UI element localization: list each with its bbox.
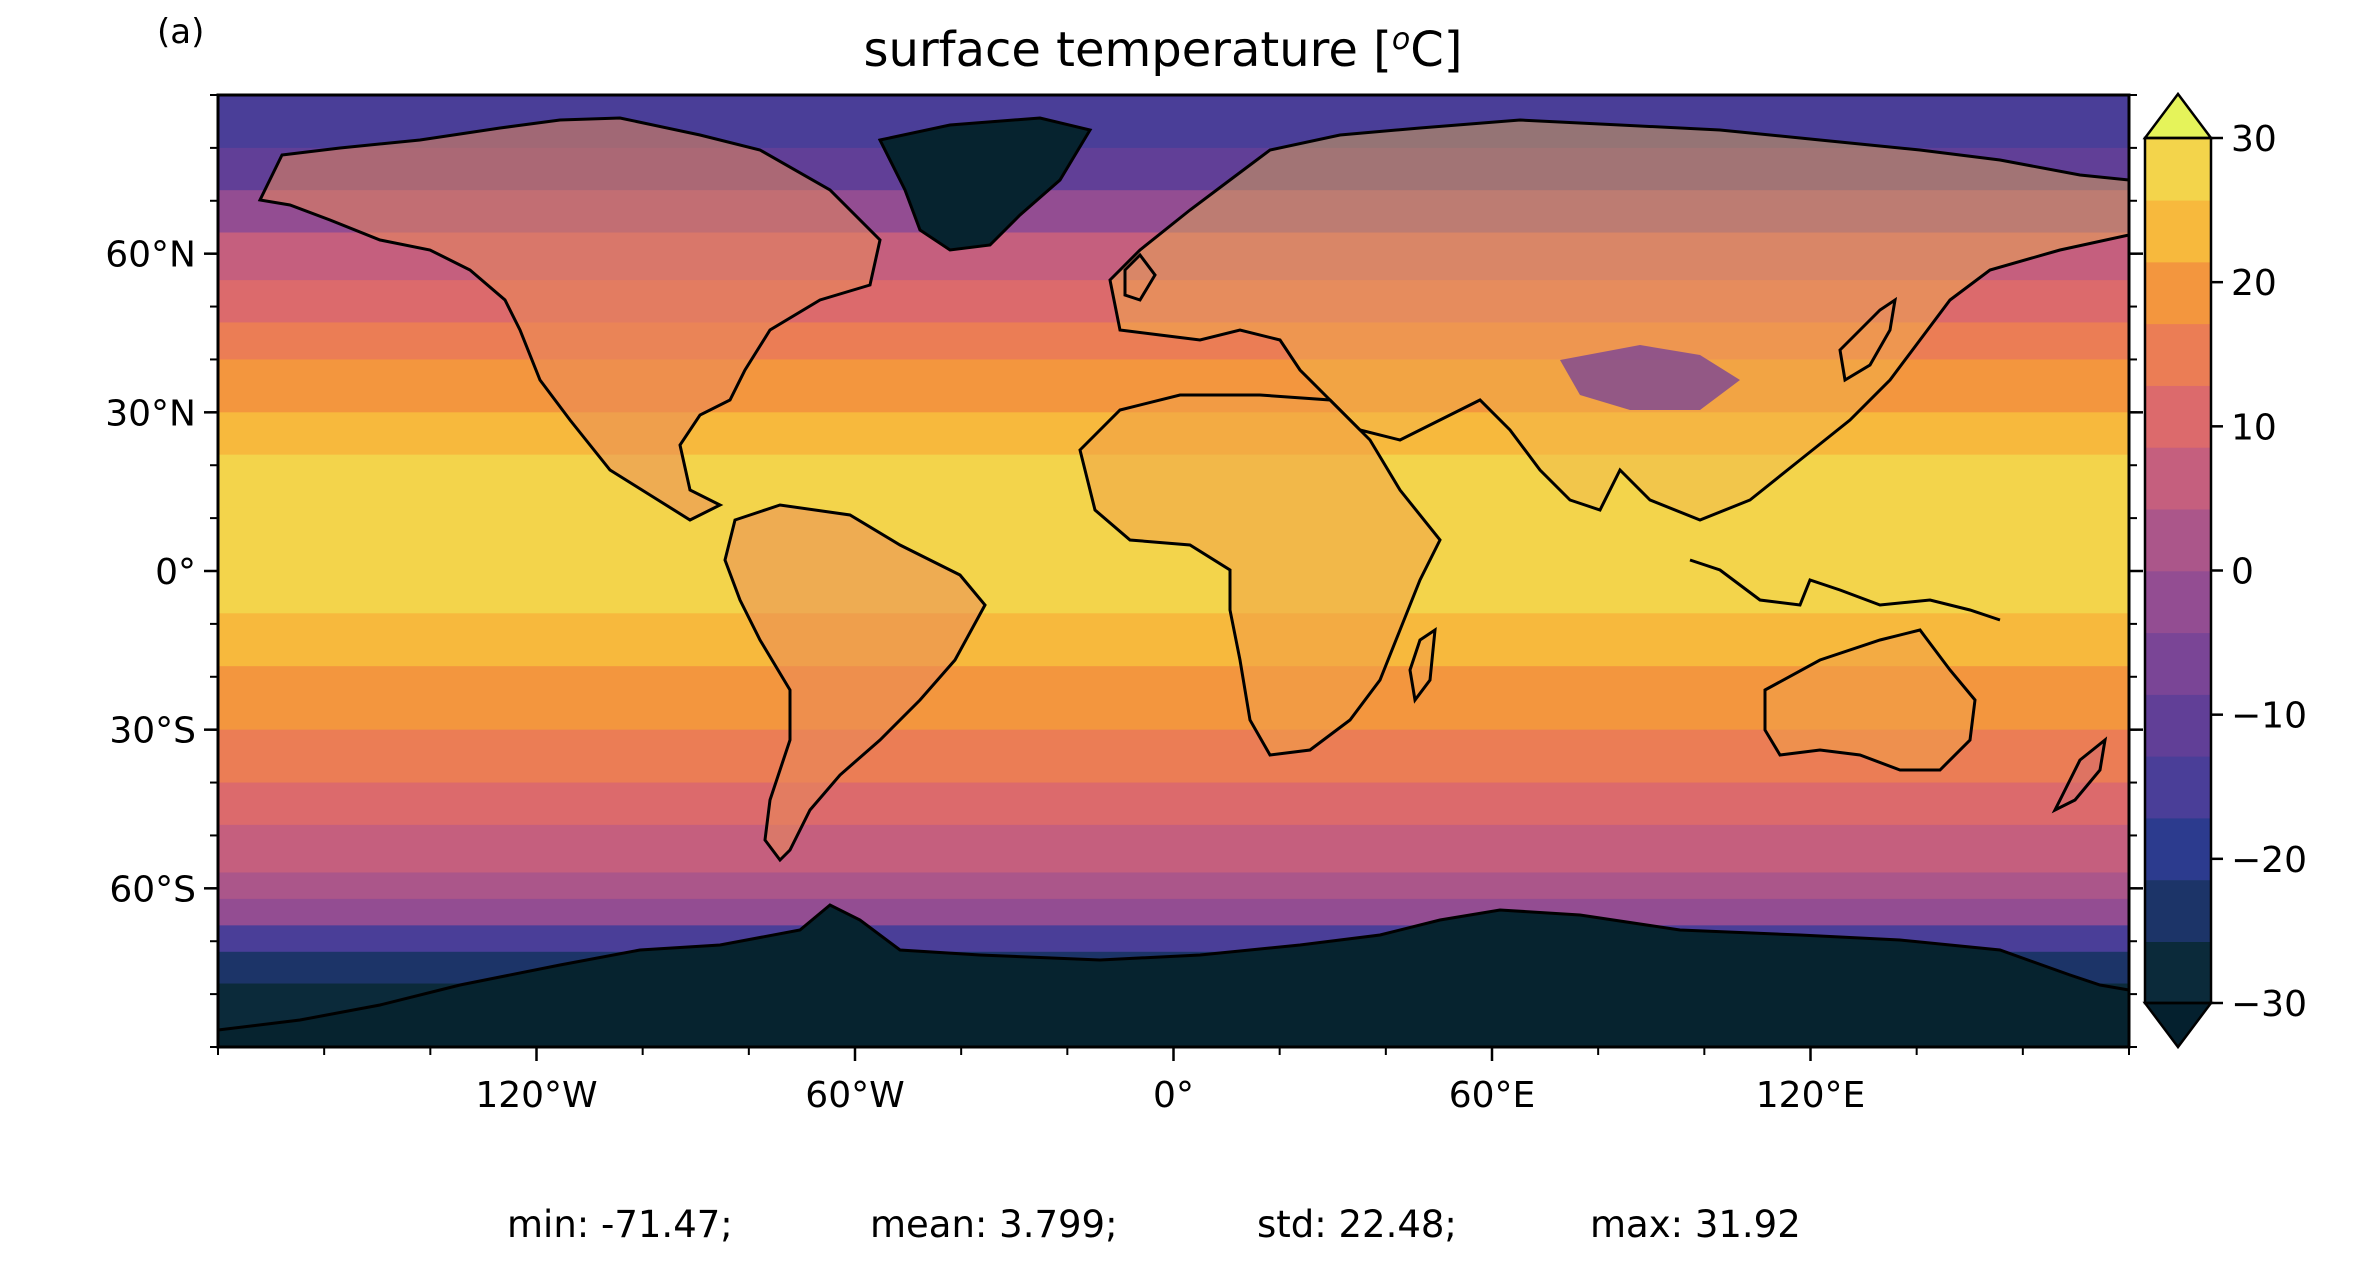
x-tick-label: 120°E	[1756, 1075, 1865, 1116]
y-axis-ticks: 60°N 30°N 0° 30°S 60°S	[105, 94, 2143, 1048]
colorbar-segment	[2145, 261, 2211, 325]
x-tick-label: 0°	[1153, 1075, 1194, 1116]
colorbar-segment	[2145, 446, 2211, 510]
temperature-band	[218, 872, 2129, 900]
landmass-north-america	[257, 116, 882, 522]
landmass-british-isles	[1123, 252, 1157, 302]
title-prefix: surface temperature [	[863, 22, 1392, 78]
colorbar-segment	[2145, 508, 2211, 572]
colorbar-tick-label: 30	[2231, 119, 2277, 160]
y-tick-label: 0°	[155, 552, 196, 593]
colorbar-extend-max	[2142, 91, 2214, 140]
colorbar-segment	[2145, 323, 2211, 386]
y-tick-label: 60°N	[105, 235, 196, 276]
temperature-band	[218, 782, 2129, 826]
temperature-band	[218, 898, 2129, 927]
landmass-australia	[1763, 628, 1977, 772]
colorbar-tick-label: −10	[2231, 696, 2307, 737]
colorbar-extend-min	[2142, 1001, 2214, 1050]
stat-std: std: 22.48;	[1257, 1203, 1457, 1246]
y-tick-label: 30°N	[105, 393, 196, 434]
x-axis-ticks: 120°W 60°W 0° 60°E 120°E	[217, 1047, 2130, 1116]
temperature-band	[218, 824, 2129, 874]
landmass-madagascar	[1408, 626, 1437, 704]
colorbar-tick-label: −30	[2231, 984, 2307, 1025]
x-tick-label: 120°W	[475, 1075, 597, 1116]
title-superscript: o	[1391, 22, 1411, 57]
colorbar	[2142, 91, 2214, 1050]
colorbar-segment	[2145, 632, 2211, 695]
colorbar-tick-label: 20	[2231, 263, 2277, 304]
colorbar-segment	[2145, 694, 2211, 757]
colorbar-segment	[2145, 570, 2211, 634]
landmass-indonesia	[1689, 558, 2001, 622]
stat-min: min: -71.47;	[507, 1203, 733, 1246]
colorbar-segment	[2145, 941, 2211, 1004]
panel-label: (a)	[157, 12, 205, 52]
temperature-band	[218, 613, 2129, 668]
stat-mean: mean: 3.799;	[870, 1203, 1118, 1246]
landmass-japan	[1838, 296, 1898, 383]
x-tick-label: 60°W	[805, 1075, 904, 1116]
landmass-greenland	[877, 116, 1093, 252]
colorbar-tick-label: 0	[2231, 552, 2254, 593]
y-tick-label: 60°S	[109, 869, 196, 910]
colorbar-segment	[2145, 817, 2211, 881]
colorbar-segment	[2145, 138, 2211, 201]
landmass-antarctica	[218, 903, 2129, 1047]
y-tick-label: 30°S	[109, 711, 196, 752]
stat-max: max: 31.92	[1590, 1203, 1801, 1246]
landmass-africa	[1078, 393, 1442, 757]
colorbar-tick-label: −20	[2231, 840, 2307, 881]
colorbar-segment	[2145, 879, 2211, 943]
colorbar-tick-label: 10	[2231, 407, 2277, 448]
colorbar-segment	[2145, 755, 2211, 819]
land-masses	[218, 116, 2129, 1047]
title-suffix: C]	[1410, 22, 1463, 78]
colorbar-segment	[2145, 385, 2211, 448]
landmass-new-zealand	[2051, 736, 2108, 814]
tibetan-plateau	[1560, 345, 1740, 410]
x-tick-label: 60°E	[1449, 1075, 1536, 1116]
colorbar-segment	[2145, 199, 2211, 263]
colorbar-ticks: 30 20 10 0 −10 −20 −30	[2211, 119, 2307, 1025]
landmass-south-america	[723, 503, 987, 863]
